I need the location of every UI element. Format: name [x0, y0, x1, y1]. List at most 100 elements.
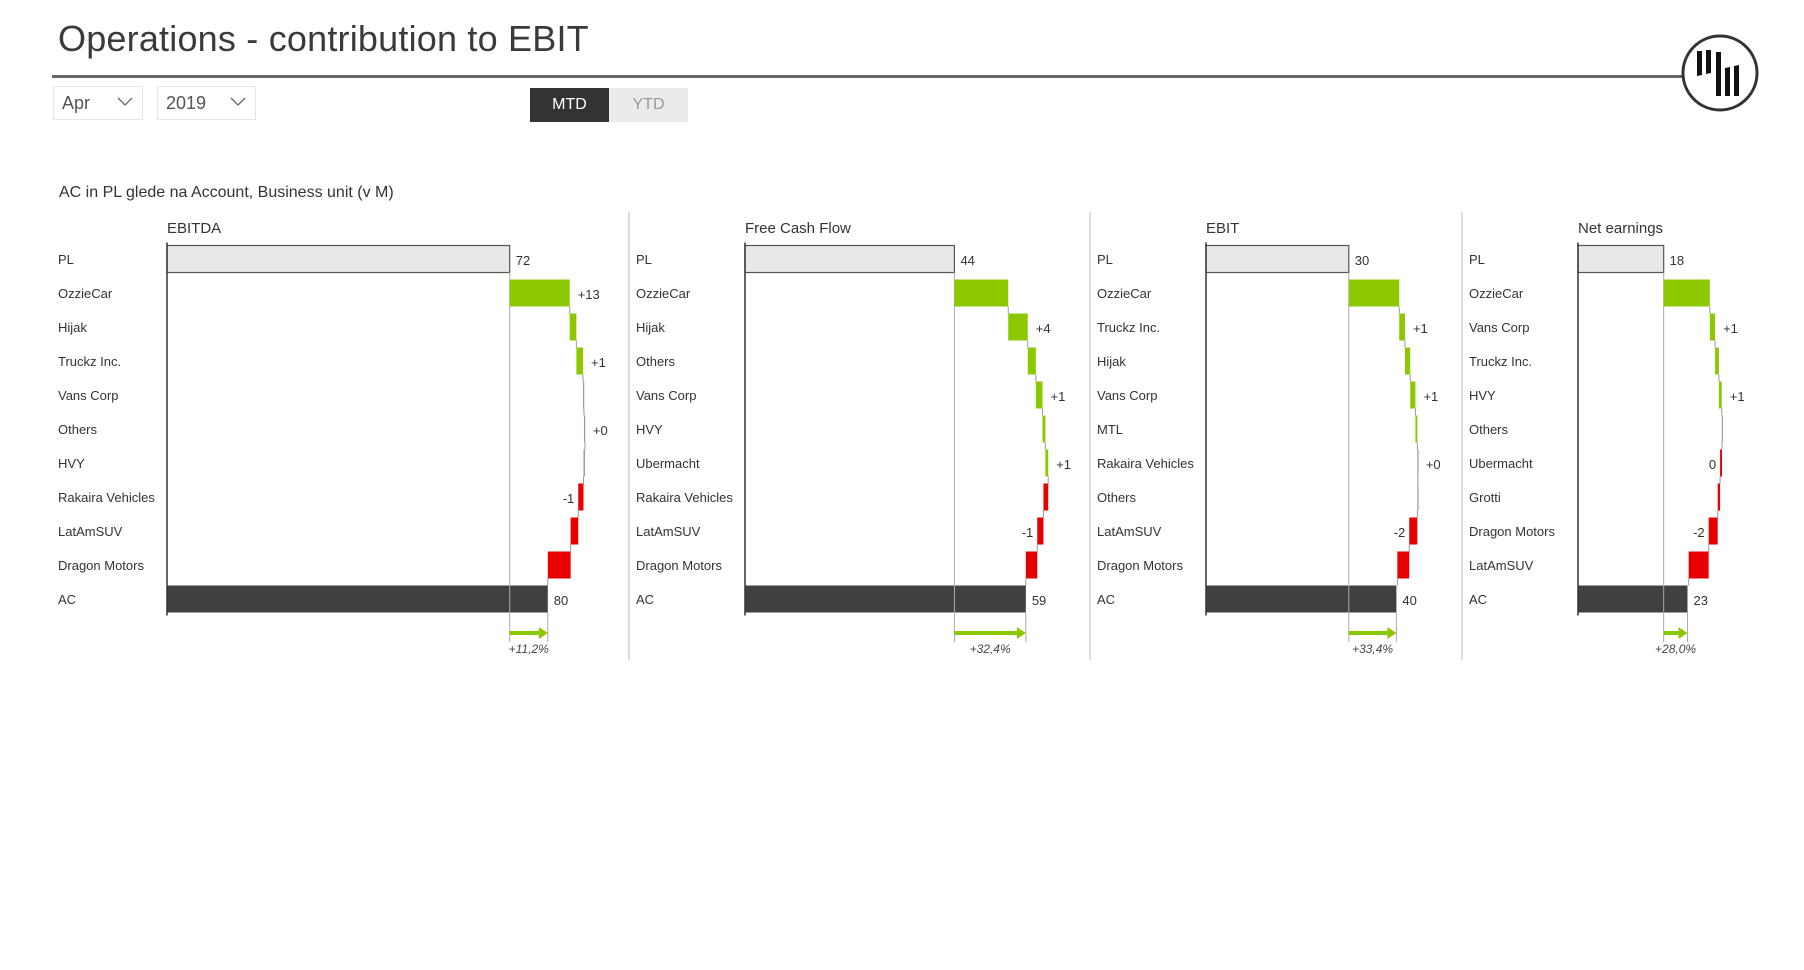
- category-label: HVY: [1469, 388, 1496, 403]
- negative-step-bar: [1720, 449, 1722, 477]
- category-label: OzzieCar: [58, 286, 113, 301]
- waterfall-panel: Free Cash Flow PL OzzieCar Hijak Others Vans …: [628, 212, 1071, 660]
- positive-step-bar: [954, 279, 1009, 307]
- category-label: Rakaira Vehicles: [1097, 456, 1194, 471]
- step-value-label: -2: [1693, 525, 1705, 540]
- positive-step-bar: [1008, 313, 1028, 341]
- positive-step-bar: [1042, 415, 1046, 443]
- panel-title: EBIT: [1206, 220, 1239, 237]
- chart-subtitle: AC in PL glede na Account, Business unit…: [59, 184, 394, 201]
- category-label: Vans Corp: [1469, 320, 1529, 335]
- delta-percent-label: +32,4%: [970, 642, 1011, 656]
- chevron-down-icon: [230, 97, 246, 106]
- positive-step-bar: [1417, 449, 1419, 477]
- category-label: PL: [636, 252, 652, 267]
- step-value-label: +13: [578, 287, 600, 302]
- category-label: Others: [1097, 490, 1137, 505]
- category-label: Grotti: [1469, 490, 1501, 505]
- category-label: Rakaira Vehicles: [58, 490, 155, 505]
- year-dropdown[interactable]: 2019: [157, 86, 256, 120]
- negative-step-bar: [1688, 551, 1709, 579]
- delta-arrow-head-icon: [1678, 627, 1688, 639]
- positive-step-bar: [1415, 415, 1418, 443]
- category-label: Hijak: [1097, 354, 1126, 369]
- pl-value-label: 72: [516, 253, 530, 268]
- negative-step-bar: [570, 517, 579, 545]
- positive-step-bar: [1663, 279, 1710, 307]
- pl-value-label: 18: [1670, 253, 1684, 268]
- category-label: OzzieCar: [1097, 286, 1152, 301]
- step-value-label: 0: [1709, 457, 1716, 472]
- month-dropdown-value: Apr: [62, 92, 91, 113]
- category-label: LatAmSUV: [1097, 524, 1162, 539]
- category-label: Truckz Inc.: [1469, 354, 1532, 369]
- category-label: AC: [1469, 592, 1487, 607]
- panel-title: Net earnings: [1578, 220, 1663, 237]
- positive-step-bar: [583, 381, 585, 409]
- negative-step-bar: [1037, 517, 1044, 545]
- month-dropdown[interactable]: Apr: [53, 86, 143, 120]
- step-value-label: -1: [563, 491, 575, 506]
- category-label: Rakaira Vehicles: [636, 490, 733, 505]
- step-value-label: +1: [1730, 389, 1745, 404]
- category-label: Vans Corp: [1097, 388, 1157, 403]
- positive-step-bar: [1399, 313, 1405, 341]
- category-label: AC: [1097, 592, 1115, 607]
- step-value-label: -2: [1394, 525, 1406, 540]
- positive-step-bar: [509, 279, 570, 307]
- positive-step-bar: [1027, 347, 1036, 375]
- category-label: Vans Corp: [58, 388, 118, 403]
- category-label: Others: [1469, 422, 1509, 437]
- category-label: PL: [58, 252, 74, 267]
- positive-step-bar: [1715, 347, 1719, 375]
- pl-value-label: 30: [1355, 253, 1369, 268]
- pl-bar: [166, 244, 511, 274]
- year-dropdown-value: 2019: [166, 92, 207, 113]
- positive-step-bar: [1045, 449, 1049, 477]
- step-value-label: +1: [1423, 389, 1438, 404]
- step-value-label: +0: [593, 423, 608, 438]
- waterfall-panel: EBIT PL OzzieCar Truckz Inc. Hijak Vans Corp M…: [1089, 212, 1441, 660]
- positive-step-bar: [569, 313, 577, 341]
- negative-step-bar: [1397, 551, 1410, 579]
- pl-bar: [744, 244, 956, 274]
- negative-step-bar: [578, 483, 584, 511]
- category-label: Ubermacht: [636, 456, 700, 471]
- ytd-button[interactable]: YTD: [609, 88, 688, 122]
- negative-step-bar: [1708, 517, 1718, 545]
- positive-step-bar: [1718, 381, 1722, 409]
- positive-step-bar: [1709, 313, 1716, 341]
- category-label: OzzieCar: [636, 286, 691, 301]
- positive-step-bar: [1404, 347, 1411, 375]
- delta-percent-label: +33,4%: [1352, 642, 1393, 656]
- positive-step-bar: [1721, 415, 1723, 443]
- category-label: Truckz Inc.: [58, 354, 121, 369]
- ac-value-label: 59: [1032, 593, 1046, 608]
- negative-step-bar: [1043, 483, 1049, 511]
- category-label: Others: [636, 354, 676, 369]
- delta-percent-label: +11,2%: [509, 642, 549, 656]
- ac-value-label: 40: [1402, 593, 1416, 608]
- step-value-label: +1: [1413, 321, 1428, 336]
- positive-step-bar: [1410, 381, 1416, 409]
- ac-bar: [167, 585, 548, 613]
- negative-step-bar: [1409, 517, 1418, 545]
- delta-percent-label: +28,0%: [1655, 642, 1696, 656]
- waterfall-panel: EBITDA PL OzzieCar Hijak Truckz Inc. Vans Cor…: [58, 220, 608, 656]
- step-value-label: +4: [1036, 321, 1051, 336]
- mtd-button[interactable]: MTD: [530, 88, 609, 122]
- category-label: Dragon Motors: [1469, 524, 1555, 539]
- delta-arrow-head-icon: [1016, 627, 1026, 639]
- bar-chart-circle-logo-icon: [1681, 34, 1759, 112]
- category-label: OzzieCar: [1469, 286, 1524, 301]
- category-label: MTL: [1097, 422, 1123, 437]
- pl-bar: [1577, 244, 1665, 274]
- panel-title: EBITDA: [167, 220, 221, 237]
- negative-step-bar: [1025, 551, 1038, 579]
- header-divider: [52, 75, 1692, 78]
- negative-step-bar: [547, 551, 571, 579]
- step-value-label: -1: [1022, 525, 1034, 540]
- category-label: PL: [1469, 252, 1485, 267]
- category-label: Hijak: [636, 320, 665, 335]
